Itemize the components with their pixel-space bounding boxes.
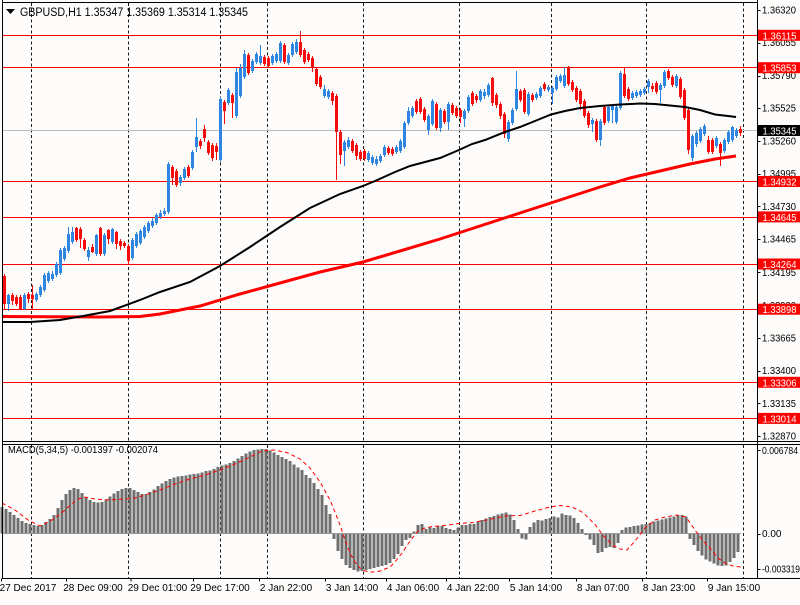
svg-text:1.34730: 1.34730 [762, 202, 796, 213]
svg-text:29 Dec 01:00: 29 Dec 01:00 [128, 583, 188, 594]
svg-text:4 Jan 06:00: 4 Jan 06:00 [387, 583, 440, 594]
svg-text:1.35790: 1.35790 [762, 71, 796, 82]
svg-text:27 Dec 2017: 27 Dec 2017 [0, 583, 57, 594]
svg-text:1.33306: 1.33306 [763, 378, 797, 389]
svg-text:1.34995: 1.34995 [762, 169, 796, 180]
svg-text:1.33135: 1.33135 [762, 399, 796, 410]
svg-text:5 Jan 14:00: 5 Jan 14:00 [510, 583, 563, 594]
svg-text:-0.003319: -0.003319 [762, 565, 800, 576]
svg-text:1.35853: 1.35853 [763, 64, 797, 75]
svg-text:8 Jan 07:00: 8 Jan 07:00 [577, 583, 630, 594]
svg-text:1.34195: 1.34195 [762, 268, 796, 279]
svg-text:0.006784: 0.006784 [762, 446, 798, 457]
svg-text:2 Jan 22:00: 2 Jan 22:00 [260, 583, 313, 594]
svg-text:1.35525: 1.35525 [762, 104, 796, 115]
svg-text:1.36055: 1.36055 [762, 38, 796, 49]
svg-text:8 Jan 23:00: 8 Jan 23:00 [643, 583, 696, 594]
svg-text:1.35345: 1.35345 [763, 127, 797, 138]
svg-text:1.33400: 1.33400 [762, 366, 796, 377]
svg-text:1.33014: 1.33014 [763, 414, 797, 425]
svg-text:9 Jan 15:00: 9 Jan 15:00 [708, 583, 761, 594]
svg-text:1.34932: 1.34932 [763, 178, 797, 189]
svg-text:1.34465: 1.34465 [762, 235, 796, 246]
svg-text:1.32870: 1.32870 [762, 432, 796, 443]
svg-text:1.34264: 1.34264 [763, 260, 797, 271]
svg-text:28 Dec 09:00: 28 Dec 09:00 [63, 583, 123, 594]
svg-text:GBPUSD,H1 1.35347 1.35369 1.3: GBPUSD,H1 1.35347 1.35369 1.35314 1.3534… [20, 7, 248, 19]
svg-text:1.33898: 1.33898 [763, 305, 797, 316]
svg-text:0.00: 0.00 [762, 529, 782, 540]
svg-text:29 Dec 17:00: 29 Dec 17:00 [190, 583, 250, 594]
svg-text:4 Jan 22:00: 4 Jan 22:00 [447, 583, 500, 594]
svg-text:1.33665: 1.33665 [762, 334, 796, 345]
svg-text:1.36320: 1.36320 [762, 6, 796, 17]
svg-text:1.34645: 1.34645 [763, 213, 797, 224]
svg-text:1.35260: 1.35260 [762, 137, 796, 148]
svg-text:3 Jan 14:00: 3 Jan 14:00 [326, 583, 379, 594]
svg-text:1.36115: 1.36115 [763, 31, 797, 42]
svg-text:MACD(5,34,5) -0.001397 -0.0020: MACD(5,34,5) -0.001397 -0.002074 [8, 444, 158, 456]
